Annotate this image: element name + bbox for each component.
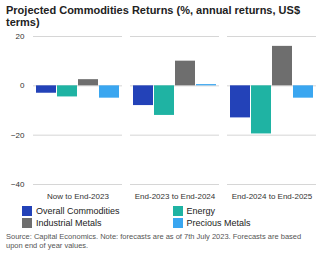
svg-text:End-2023 to End-2024: End-2023 to End-2024	[135, 192, 216, 201]
svg-text:0: 0	[20, 81, 25, 90]
html-text:Industrial Metals: Industrial Metals	[36, 218, 102, 228]
html-text:Precious Metals: Precious Metals	[186, 218, 251, 228]
html-text:Projected Commodities Returns: Projected Commodities Returns (%, annual…	[6, 4, 300, 28]
svg-text:Now to End-2023: Now to End-2023	[47, 192, 109, 201]
svg-text:End-2024 to End-2025: End-2024 to End-2025	[232, 192, 313, 201]
html-text:Energy: Energy	[186, 206, 215, 216]
svg-text:20: 20	[16, 32, 25, 41]
svg-text:−20: −20	[11, 131, 25, 140]
svg-text:−40: −40	[11, 180, 25, 189]
html-text:Overall Commodities: Overall Commodities	[36, 206, 120, 216]
html-text:Source: Capital Economics. Not: Source: Capital Economics. Note: forecas…	[6, 232, 302, 251]
